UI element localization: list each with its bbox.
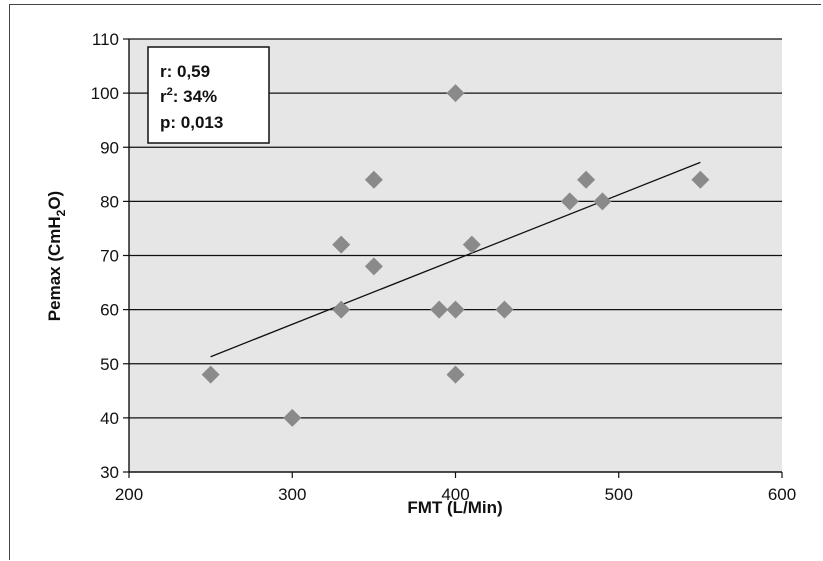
data-point-0 <box>201 365 220 384</box>
data-point-9 <box>446 365 465 384</box>
stat-r: r: 0,59 <box>160 62 210 81</box>
data-point-2 <box>332 235 351 254</box>
data-point-12 <box>560 192 579 211</box>
ytick-label-100: 100 <box>91 84 119 103</box>
xtick-label-200: 200 <box>115 485 143 504</box>
data-point-13 <box>577 170 596 189</box>
xtick-label-300: 300 <box>278 485 306 504</box>
xtick-label-600: 600 <box>768 485 796 504</box>
data-point-4 <box>364 170 383 189</box>
ytick-label-60: 60 <box>100 301 119 320</box>
data-point-14 <box>593 192 612 211</box>
data-point-8 <box>446 300 465 319</box>
data-point-3 <box>332 300 351 319</box>
ytick-label-90: 90 <box>100 138 119 157</box>
data-point-11 <box>495 300 514 319</box>
xtick-label-400: 400 <box>441 485 469 504</box>
x-axis-title: FMT (L/Min) <box>407 498 502 517</box>
data-point-15 <box>691 170 710 189</box>
ytick-label-80: 80 <box>100 192 119 211</box>
chart-frame <box>9 4 821 560</box>
trendline <box>210 161 701 358</box>
data-point-7 <box>446 84 465 103</box>
stat-p: p: 0,013 <box>160 113 223 132</box>
ytick-label-110: 110 <box>92 30 119 49</box>
ytick-label-70: 70 <box>100 247 119 266</box>
ytick-label-40: 40 <box>100 409 119 428</box>
stat-r2: r2: 34% <box>160 86 217 106</box>
stats-box: r: 0,59 r2: 34% p: 0,013 <box>147 46 270 144</box>
data-point-1 <box>283 408 302 427</box>
y-axis-title: Pemax (CmH2O) <box>45 191 68 321</box>
data-point-5 <box>364 257 383 276</box>
data-point-6 <box>430 300 449 319</box>
ytick-label-50: 50 <box>100 355 119 374</box>
data-point-10 <box>462 235 481 254</box>
xtick-label-500: 500 <box>605 485 633 504</box>
ytick-label-30: 30 <box>100 463 119 482</box>
